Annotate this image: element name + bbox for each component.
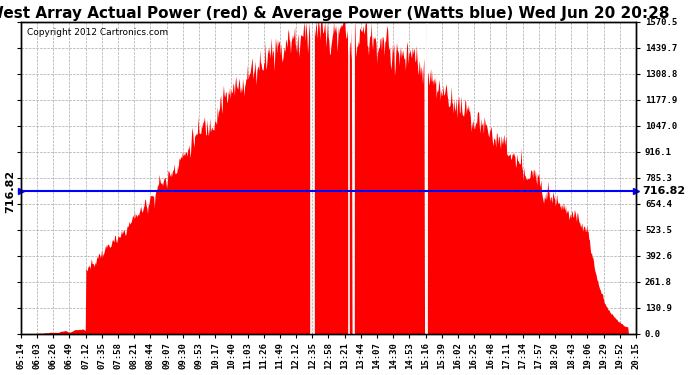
Title: West Array Actual Power (red) & Average Power (Watts blue) Wed Jun 20 20:28: West Array Actual Power (red) & Average … — [0, 6, 670, 21]
Text: 716.82: 716.82 — [5, 170, 14, 213]
Text: 716.82: 716.82 — [642, 186, 685, 196]
Text: Copyright 2012 Cartronics.com: Copyright 2012 Cartronics.com — [27, 28, 168, 37]
